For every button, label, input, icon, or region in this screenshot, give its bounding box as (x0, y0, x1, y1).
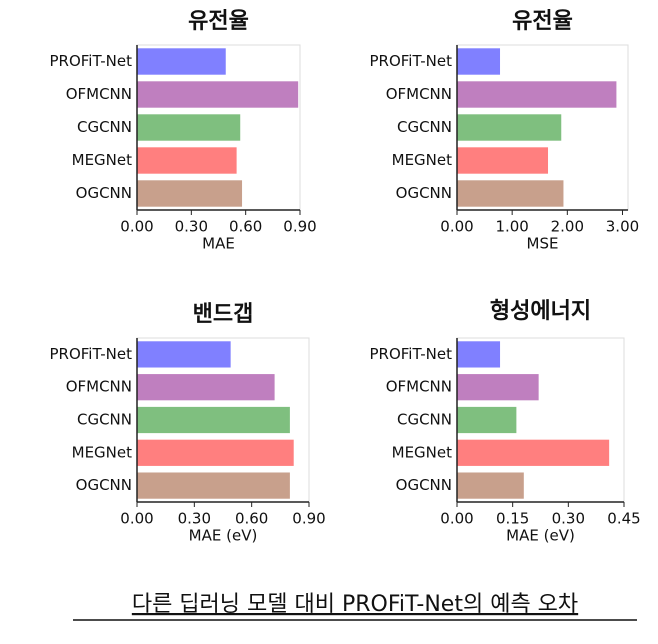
bar (457, 114, 562, 141)
panel-title: 형성에너지 (490, 299, 591, 324)
bar (457, 439, 610, 466)
bar (137, 472, 290, 499)
x-tick-label: 0.60 (229, 218, 262, 236)
x-tick-label: 0.30 (178, 510, 211, 528)
x-tick-label: 3.00 (606, 218, 639, 236)
bar (457, 180, 564, 207)
category-label: OFMCNN (386, 378, 452, 396)
bar (137, 406, 290, 434)
category-label: MEGNet (392, 151, 452, 169)
bar (137, 341, 231, 368)
bar (457, 374, 539, 401)
category-label: OFMCNN (66, 85, 132, 103)
category-label: PROFiT-Net (49, 345, 132, 363)
x-axis-label: MSE (527, 235, 559, 253)
category-label: MEGNet (392, 443, 452, 461)
category-label: OGCNN (76, 184, 132, 202)
bar (137, 374, 275, 401)
category-label: OFMCNN (66, 378, 132, 396)
bar (137, 81, 299, 108)
caption: 다른 딥러닝 모델 대비 PROFiT-Net의 예측 오차 (132, 592, 578, 617)
category-label: CGCNN (77, 411, 132, 429)
x-tick-label: 1.00 (495, 218, 528, 236)
category-label: OGCNN (76, 476, 132, 494)
category-label: CGCNN (77, 118, 132, 136)
x-tick-label: 2.00 (551, 218, 584, 236)
category-label: CGCNN (397, 411, 452, 429)
x-tick-label: 0.45 (607, 510, 640, 528)
bar (137, 48, 226, 75)
bar (137, 439, 294, 466)
x-tick-label: 0.60 (235, 510, 268, 528)
x-axis-label: MAE (202, 235, 235, 253)
x-tick-label: 0.00 (440, 218, 473, 236)
x-tick-label: 0.90 (292, 510, 325, 528)
category-label: MEGNet (72, 443, 132, 461)
x-tick-label: 0.30 (552, 510, 585, 528)
bar (457, 406, 517, 434)
category-label: OFMCNN (386, 85, 452, 103)
x-tick-label: 0.00 (120, 510, 153, 528)
panel-title: 밴드갭 (193, 302, 254, 327)
category-label: MEGNet (72, 151, 132, 169)
category-label: PROFiT-Net (369, 52, 452, 70)
bar (457, 81, 617, 108)
x-tick-label: 0.90 (283, 218, 316, 236)
x-tick-label: 0.00 (120, 218, 153, 236)
category-label: OGCNN (396, 476, 452, 494)
bar (137, 147, 237, 174)
panel-title: 유전율 (188, 9, 249, 34)
x-axis-label: MAE (eV) (506, 527, 575, 545)
x-tick-label: 0.00 (440, 510, 473, 528)
bar (137, 114, 241, 141)
bar (457, 48, 501, 75)
category-label: PROFiT-Net (49, 52, 132, 70)
bar (457, 341, 501, 368)
x-axis-label: MAE (eV) (189, 527, 258, 545)
bar (137, 180, 243, 207)
bar (457, 147, 549, 174)
x-tick-label: 0.30 (175, 218, 208, 236)
category-label: CGCNN (397, 118, 452, 136)
category-label: OGCNN (396, 184, 452, 202)
panel-title: 유전율 (512, 9, 573, 34)
category-label: PROFiT-Net (369, 345, 452, 363)
bar (457, 472, 524, 499)
x-tick-label: 0.15 (496, 510, 529, 528)
